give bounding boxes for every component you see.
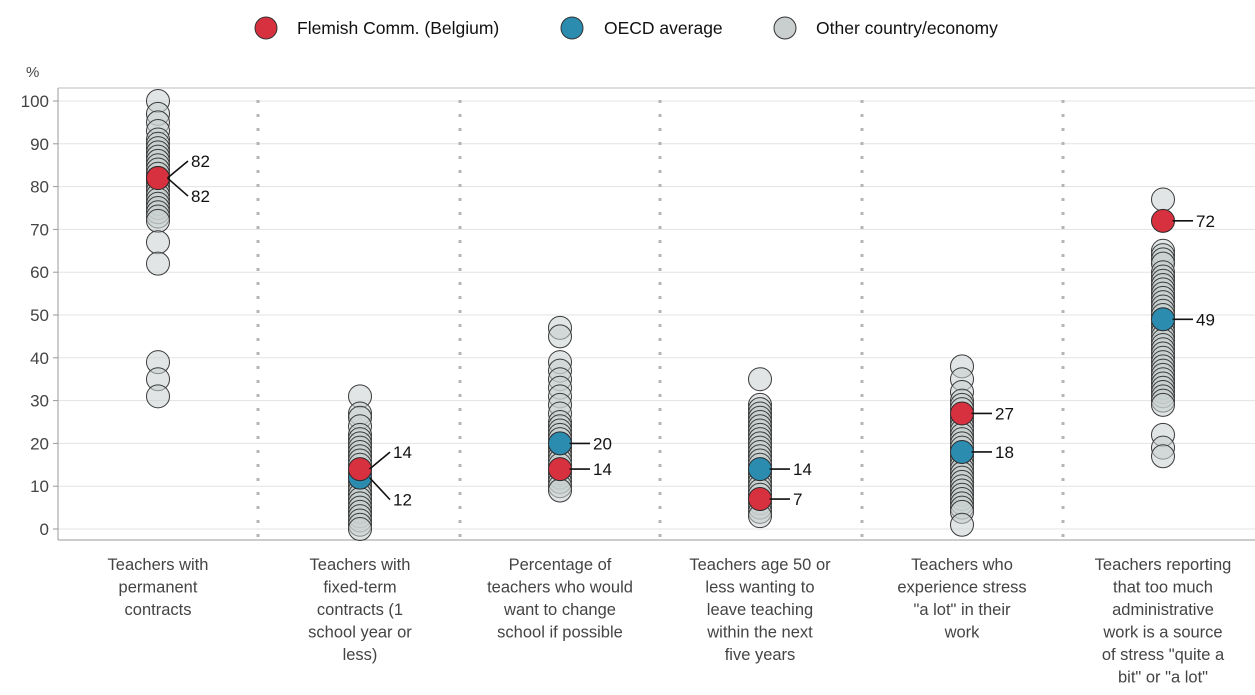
point-other xyxy=(950,512,974,537)
gridlines xyxy=(58,100,1255,530)
point-other xyxy=(1151,187,1175,212)
category-label-line: fixed-term xyxy=(323,579,396,597)
point-other xyxy=(1151,392,1175,417)
point-other xyxy=(146,208,170,233)
data-label-oecd-leader xyxy=(166,177,189,197)
y-tick-label: 100 xyxy=(21,92,49,111)
data-label-oecd: 12 xyxy=(393,491,412,510)
data-label-flemish: 14 xyxy=(393,443,412,462)
data-label-oecd-leader xyxy=(368,477,391,501)
point-flemish xyxy=(1151,208,1175,233)
data-label-flemish-leader xyxy=(166,160,189,179)
point-flemish xyxy=(348,457,372,482)
y-tick-label: 80 xyxy=(30,178,49,197)
category-label-line: less wanting to xyxy=(705,579,814,597)
category-label-line: Teachers with xyxy=(310,556,411,574)
y-tick-label: 60 xyxy=(30,263,49,282)
point-other xyxy=(548,324,572,349)
y-tick-label: 0 xyxy=(40,520,49,539)
legend-label: OECD average xyxy=(604,18,723,38)
data-label-oecd: 49 xyxy=(1196,310,1215,329)
category-labels: Teachers with permanent contractsTeachers … xyxy=(108,556,1232,687)
category-label-line: Teachers age 50 or xyxy=(689,556,831,574)
legend-marker xyxy=(560,16,584,40)
data-points xyxy=(146,89,1175,541)
data-label-oecd: 18 xyxy=(995,443,1014,462)
category-label-line: "a lot" in their xyxy=(913,601,1011,619)
category-label: Percentage of teachers who would want to c… xyxy=(487,556,633,642)
y-tick-label: 90 xyxy=(30,135,49,154)
point-other xyxy=(146,384,170,409)
category-label-line: contracts (1 xyxy=(317,601,403,619)
category-label-line: teachers who would xyxy=(487,579,633,597)
category-label-line: within the next xyxy=(706,624,813,642)
category-label-line: five years xyxy=(725,646,796,664)
point-other xyxy=(146,251,170,276)
data-labels: 82 82 14 12 14 20 7 14 27 18 72 49 xyxy=(166,152,1215,510)
point-flemish xyxy=(146,166,170,191)
category-label-line: work xyxy=(944,624,981,642)
legend: Flemish Comm. (Belgium) OECD average Other… xyxy=(254,16,998,40)
legend-marker xyxy=(254,16,278,40)
data-label-oecd: 14 xyxy=(793,460,812,479)
legend-label: Flemish Comm. (Belgium) xyxy=(297,18,499,38)
category-label: Teachers reporting that too much administr… xyxy=(1095,556,1232,687)
y-axis: 0 10 20 30 40 50 60 70 80 90 100 xyxy=(21,87,1255,541)
point-oecd xyxy=(1151,307,1175,332)
point-flemish xyxy=(548,457,572,482)
point-flemish xyxy=(950,401,974,426)
y-axis-unit-label: % xyxy=(26,64,39,81)
y-tick-label: 70 xyxy=(30,220,49,239)
category-label-line: want to change xyxy=(503,601,616,619)
point-other xyxy=(348,517,372,541)
point-other xyxy=(748,367,772,392)
point-other xyxy=(1151,444,1175,469)
category-label-line: school if possible xyxy=(497,624,623,642)
category-label: Teachers age 50 or less wanting to leave t… xyxy=(689,556,831,664)
category-label-line: of stress "quite a xyxy=(1102,646,1225,664)
y-tick-label: 10 xyxy=(30,477,49,496)
y-tick-label: 50 xyxy=(30,306,49,325)
category-label-line: school year or xyxy=(308,624,412,642)
category-label-line: Percentage of xyxy=(509,556,612,574)
category-label-line: leave teaching xyxy=(707,601,813,619)
category-label-line: that too much xyxy=(1113,579,1213,597)
point-flemish xyxy=(748,487,772,512)
category-label-line: bit" or "a lot" xyxy=(1118,669,1208,687)
legend-label: Other country/economy xyxy=(816,18,998,38)
category-label: Teachers with permanent contracts xyxy=(108,556,209,619)
data-label-flemish: 14 xyxy=(593,460,612,479)
category-label-line: contracts xyxy=(125,601,192,619)
category-label-line: work is a source xyxy=(1102,624,1222,642)
category-label: Teachers who experience stress "a lot" in … xyxy=(897,556,1026,642)
point-oecd xyxy=(548,431,572,456)
category-label: Teachers with fixed-term contracts (1 schoo… xyxy=(308,556,412,664)
category-label-line: permanent xyxy=(119,579,198,597)
data-label-flemish: 27 xyxy=(995,404,1014,423)
data-label-flemish: 72 xyxy=(1196,212,1215,231)
point-oecd xyxy=(950,439,974,464)
y-tick-label: 20 xyxy=(30,434,49,453)
point-oecd xyxy=(748,457,772,482)
data-label-flemish: 7 xyxy=(793,490,802,509)
category-label-line: Teachers with xyxy=(108,556,209,574)
category-label-line: experience stress xyxy=(897,579,1026,597)
category-separators xyxy=(256,100,1065,538)
data-label-flemish-leader xyxy=(368,451,391,470)
data-label-flemish: 82 xyxy=(191,152,210,171)
data-label-oecd: 82 xyxy=(191,187,210,206)
category-label-line: Teachers who xyxy=(911,556,1013,574)
category-label-line: less) xyxy=(343,646,378,664)
data-label-oecd: 20 xyxy=(593,434,612,453)
point-other xyxy=(146,230,170,255)
y-tick-label: 30 xyxy=(30,392,49,411)
category-label-line: Teachers reporting xyxy=(1095,556,1232,574)
y-tick-label: 40 xyxy=(30,349,49,368)
point-other xyxy=(548,478,572,503)
category-label-line: administrative xyxy=(1112,601,1214,619)
legend-marker xyxy=(773,16,797,40)
